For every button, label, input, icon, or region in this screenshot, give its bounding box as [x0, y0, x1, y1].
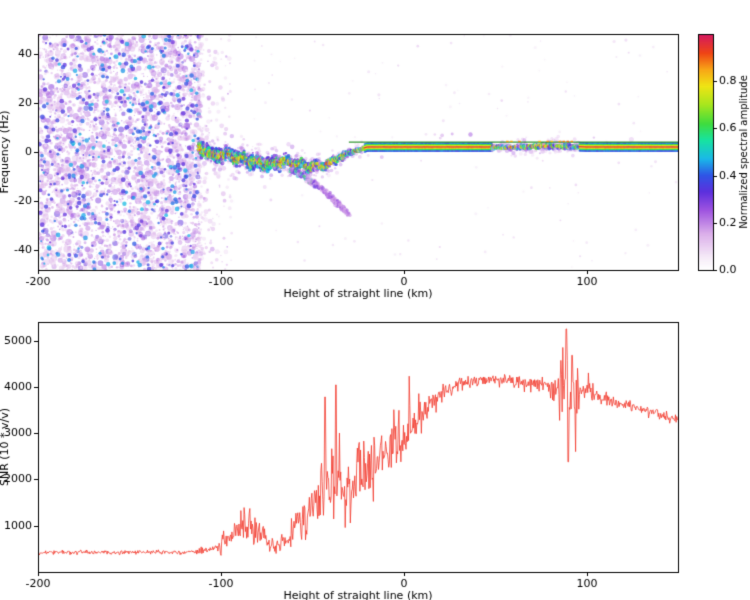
- snr-chart: [0, 300, 750, 600]
- spectrogram-chart: [0, 0, 750, 300]
